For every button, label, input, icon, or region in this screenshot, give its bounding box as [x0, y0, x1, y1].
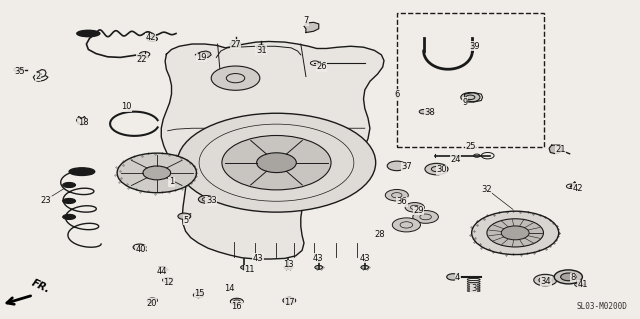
Text: 35: 35: [14, 67, 24, 76]
Circle shape: [413, 211, 438, 223]
Text: 33: 33: [206, 197, 216, 205]
Text: 32: 32: [481, 185, 492, 194]
Text: 3: 3: [471, 284, 476, 293]
Text: 4: 4: [455, 273, 460, 282]
Circle shape: [392, 218, 420, 232]
Ellipse shape: [77, 30, 100, 37]
Circle shape: [554, 270, 582, 284]
Text: 26: 26: [316, 63, 326, 71]
Polygon shape: [549, 145, 562, 154]
Circle shape: [230, 41, 241, 47]
Circle shape: [447, 274, 460, 280]
Bar: [397, 13, 544, 147]
Polygon shape: [304, 22, 319, 33]
Text: 23: 23: [41, 197, 51, 205]
Text: 15: 15: [195, 289, 205, 298]
Text: 44: 44: [157, 267, 167, 276]
Text: 42: 42: [573, 184, 583, 193]
Circle shape: [211, 66, 260, 90]
Circle shape: [539, 277, 552, 283]
Circle shape: [425, 163, 448, 175]
Text: 21: 21: [556, 145, 566, 154]
Circle shape: [405, 203, 424, 212]
Circle shape: [387, 161, 406, 171]
Text: 9: 9: [462, 98, 467, 107]
Text: 42: 42: [145, 33, 156, 42]
Text: 19: 19: [196, 53, 207, 62]
Circle shape: [385, 189, 408, 201]
Text: 27: 27: [230, 40, 241, 48]
Text: 34: 34: [541, 277, 551, 286]
Text: 5: 5: [183, 216, 188, 225]
Circle shape: [230, 298, 243, 305]
Text: 17: 17: [284, 298, 294, 307]
Text: 29: 29: [413, 206, 424, 215]
Circle shape: [561, 273, 576, 281]
Circle shape: [283, 297, 296, 304]
Text: 30: 30: [436, 165, 447, 174]
Text: 6: 6: [394, 90, 399, 99]
Text: 12: 12: [163, 278, 173, 287]
Ellipse shape: [63, 198, 76, 204]
Text: 1: 1: [169, 177, 174, 186]
Circle shape: [193, 293, 204, 298]
Text: 31: 31: [256, 46, 266, 55]
Text: 36: 36: [397, 197, 407, 206]
Text: 22: 22: [137, 55, 147, 63]
Polygon shape: [161, 41, 384, 259]
Text: 2: 2: [36, 72, 41, 81]
Text: 37: 37: [402, 162, 412, 171]
Text: 7: 7: [303, 16, 308, 25]
Circle shape: [133, 244, 146, 250]
Text: 18: 18: [78, 118, 88, 127]
Circle shape: [163, 278, 173, 283]
Circle shape: [143, 166, 171, 180]
Text: 8: 8: [570, 273, 575, 282]
Text: 40: 40: [136, 245, 146, 254]
Ellipse shape: [63, 214, 76, 219]
Text: 11: 11: [244, 265, 255, 274]
Text: 41: 41: [577, 280, 588, 289]
Circle shape: [198, 196, 214, 203]
Circle shape: [222, 136, 331, 190]
Circle shape: [257, 45, 266, 49]
Circle shape: [257, 153, 296, 173]
Text: 43: 43: [253, 254, 263, 263]
Text: 43: 43: [313, 254, 323, 263]
Circle shape: [487, 219, 543, 247]
Text: 16: 16: [232, 302, 242, 311]
Text: 43: 43: [360, 254, 370, 263]
Text: 28: 28: [374, 230, 385, 239]
Text: 38: 38: [425, 108, 435, 117]
Text: 20: 20: [147, 299, 157, 308]
Text: 24: 24: [451, 155, 461, 164]
Circle shape: [501, 226, 529, 240]
Circle shape: [461, 93, 480, 102]
Text: 39: 39: [470, 42, 480, 51]
Circle shape: [178, 213, 191, 219]
Ellipse shape: [69, 168, 95, 175]
Text: 10: 10: [121, 102, 131, 111]
Text: FR.: FR.: [29, 278, 51, 295]
Text: SL03-M0200D: SL03-M0200D: [577, 302, 627, 311]
Circle shape: [177, 113, 376, 212]
Polygon shape: [195, 51, 211, 57]
Text: 14: 14: [224, 284, 234, 293]
Text: 13: 13: [283, 260, 293, 269]
Circle shape: [472, 211, 559, 255]
Circle shape: [534, 274, 557, 286]
Circle shape: [419, 109, 428, 114]
Ellipse shape: [63, 182, 76, 188]
Circle shape: [147, 36, 157, 41]
Circle shape: [117, 153, 196, 193]
Text: 25: 25: [465, 142, 476, 151]
